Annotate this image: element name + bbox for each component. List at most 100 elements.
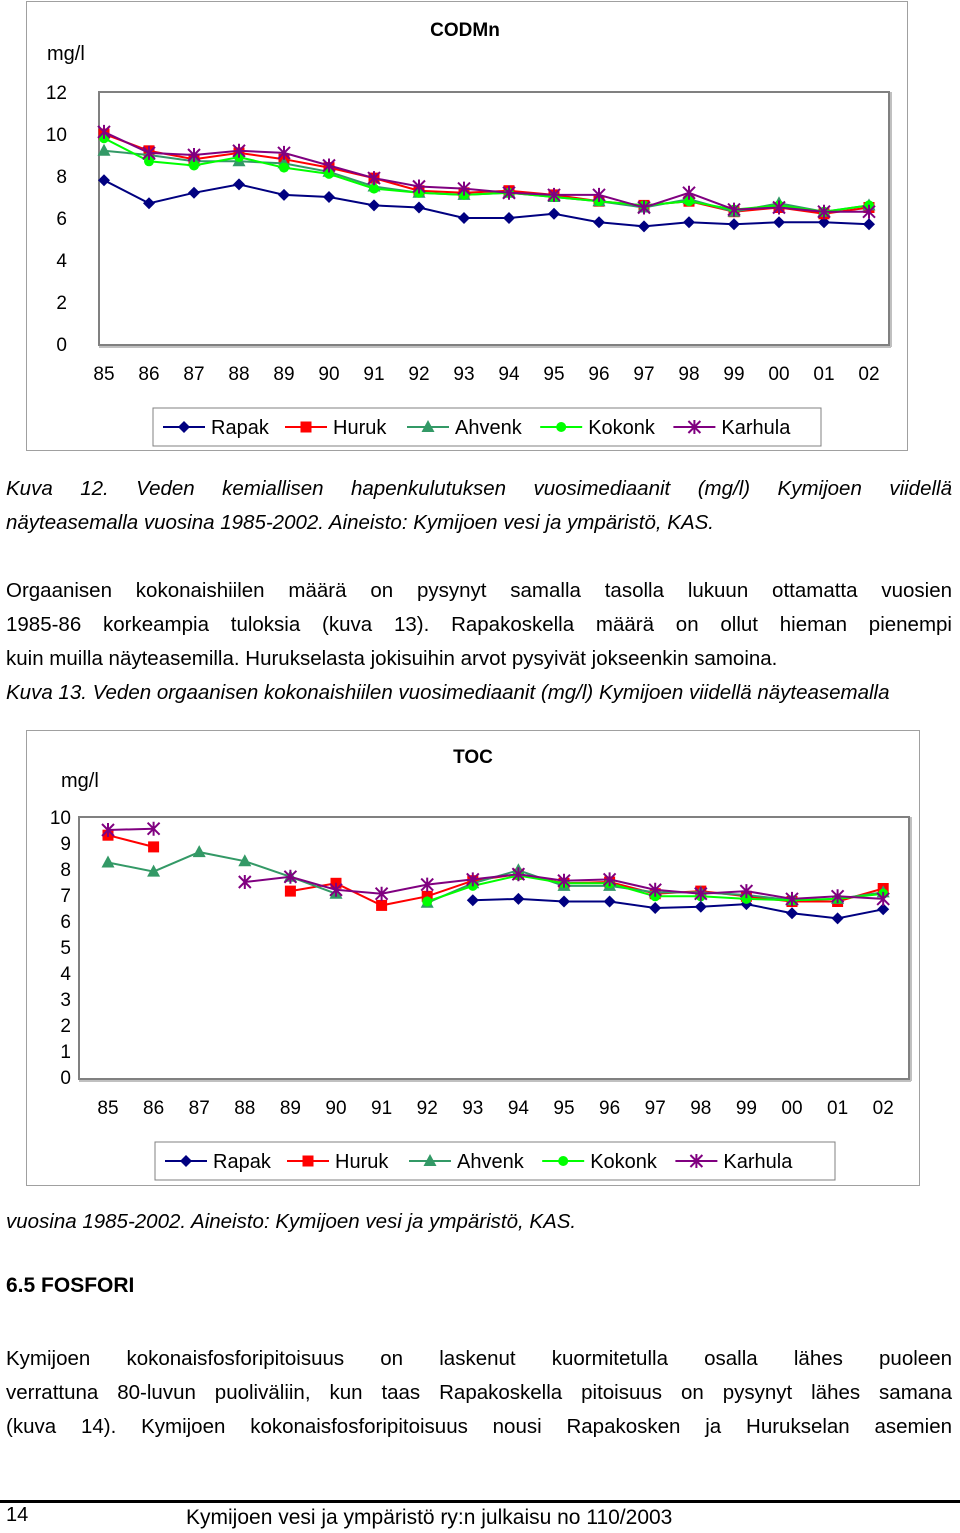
- y-axis-unit: mg/l: [61, 770, 99, 792]
- point-rapak: [466, 894, 479, 907]
- point-karhula: [232, 143, 246, 158]
- point-karhula: [862, 204, 876, 219]
- y-tick-label: 6: [56, 209, 67, 230]
- legend-item-rapak: Rapak: [165, 1151, 272, 1173]
- footer-publication: Kymijoen vesi ja ympäristö ry:n julkaisu…: [186, 1506, 673, 1529]
- x-tick-label: 92: [417, 1098, 438, 1119]
- legend-label-karhula: Karhula: [721, 417, 791, 439]
- y-tick-label: 7: [60, 886, 71, 907]
- point-ahvenk: [192, 845, 206, 858]
- point-karhula: [772, 200, 786, 215]
- x-tick-label: 00: [768, 364, 789, 385]
- paragraph-2-line-1: Kymijoen kokonaisfosforipitoisuus on las…: [6, 1347, 952, 1370]
- legend-marker-ahvenk: [423, 1154, 437, 1166]
- x-tick-label: 88: [234, 1098, 255, 1119]
- x-tick-label: 86: [138, 364, 159, 385]
- x-tick-label: 96: [588, 364, 609, 385]
- paragraph-2-line-3: (kuva 14). Kymijoen kokonaisfosforipitoi…: [6, 1415, 952, 1438]
- legend-box: [154, 1141, 836, 1181]
- point-ahvenk: [101, 855, 115, 868]
- legend-marker-rapak: [178, 421, 190, 433]
- point-karhula: [727, 202, 741, 217]
- point-karhula: [420, 877, 434, 892]
- legend-marker-huruk: [300, 421, 312, 433]
- point-karhula: [817, 204, 831, 219]
- paragraph-1-line-2: 1985-86 korkeampia tuloksia (kuva 13). R…: [6, 613, 952, 636]
- section-heading: 6.5 FOSFORI: [6, 1274, 135, 1297]
- point-rapak: [458, 212, 470, 224]
- legend-label-kokonk: Kokonk: [590, 1151, 658, 1173]
- y-tick-label: 8: [56, 167, 67, 188]
- y-tick-label: 6: [60, 912, 71, 933]
- point-huruk: [148, 841, 160, 853]
- x-tick-label: 91: [371, 1098, 392, 1119]
- paragraph-2-line-2: verrattuna 80-luvun puoliväliin, kun taa…: [6, 1381, 952, 1404]
- legend-item-karhula: Karhula: [675, 1151, 793, 1173]
- legend-marker-karhula: [687, 420, 702, 434]
- y-tick-label: 5: [60, 938, 71, 959]
- page-number: 14: [6, 1504, 29, 1526]
- x-tick-label: 98: [690, 1098, 711, 1119]
- point-kokonk: [369, 183, 379, 194]
- point-karhula: [457, 181, 471, 196]
- point-karhula: [187, 148, 201, 162]
- x-tick-label: 87: [189, 1098, 210, 1119]
- y-tick-label: 2: [56, 293, 67, 314]
- point-karhula: [101, 823, 115, 837]
- point-rapak: [786, 907, 798, 920]
- legend-label-rapak: Rapak: [213, 1151, 272, 1173]
- point-karhula: [283, 869, 298, 884]
- legend-marker-huruk: [302, 1155, 314, 1167]
- point-rapak: [638, 220, 650, 233]
- x-tick-label: 89: [280, 1098, 301, 1119]
- point-karhula: [374, 886, 389, 901]
- point-karhula: [830, 889, 845, 904]
- series-karhula: [97, 124, 876, 219]
- point-karhula: [682, 185, 696, 200]
- point-karhula: [238, 875, 252, 889]
- point-karhula: [97, 124, 111, 139]
- legend-marker-kokonk: [558, 1156, 569, 1166]
- x-tick-label: 95: [543, 364, 564, 385]
- point-kokonk: [324, 168, 334, 179]
- point-kokonk: [189, 160, 199, 171]
- chart-title: TOC: [453, 747, 493, 768]
- point-rapak: [368, 199, 380, 212]
- legend-item-ahvenk: Ahvenk: [407, 417, 523, 439]
- point-rapak: [503, 212, 515, 224]
- x-tick-label: 95: [553, 1098, 574, 1119]
- legend-item-rapak: Rapak: [163, 417, 270, 439]
- point-rapak: [98, 174, 110, 187]
- point-karhula: [142, 145, 156, 160]
- toc-chart: TOC mg/l 0 1 2 3 4 5 6 7 8 9 10 85 86 87 88 89 90 91 92 93 94 9…: [26, 730, 920, 1186]
- x-tick-label: 90: [318, 364, 339, 385]
- x-tick-label: 96: [599, 1098, 620, 1119]
- point-karhula: [694, 886, 708, 901]
- x-tick-label: 94: [508, 1098, 530, 1119]
- series-line-rapak: [472, 897, 884, 920]
- x-tick-label: 90: [325, 1098, 346, 1119]
- point-kokonk: [741, 893, 752, 904]
- point-karhula: [322, 158, 336, 173]
- point-rapak: [649, 902, 662, 914]
- point-karhula: [557, 873, 571, 888]
- point-rapak: [831, 912, 844, 925]
- y-tick-label: 1: [60, 1042, 71, 1063]
- x-tick-label: 01: [827, 1098, 848, 1119]
- legend-item-huruk: Huruk: [285, 417, 387, 439]
- point-rapak: [773, 216, 785, 229]
- legend-label-kokonk: Kokonk: [588, 417, 656, 439]
- point-rapak: [558, 895, 570, 908]
- point-ahvenk: [97, 143, 111, 156]
- y-tick-label: 8: [60, 860, 71, 881]
- point-karhula: [367, 171, 381, 186]
- y-tick-label: 0: [56, 335, 67, 356]
- figure-13-caption-line-2: vuosina 1985-2002. Aineisto: Kymijoen ve…: [6, 1210, 577, 1233]
- x-tick-label: 00: [781, 1098, 802, 1119]
- legend-marker-kokonk: [556, 422, 567, 432]
- point-rapak: [413, 201, 425, 214]
- point-rapak: [143, 197, 155, 210]
- series-karhula: [101, 821, 890, 906]
- point-karhula: [648, 882, 662, 897]
- plot-area: [78, 816, 910, 1080]
